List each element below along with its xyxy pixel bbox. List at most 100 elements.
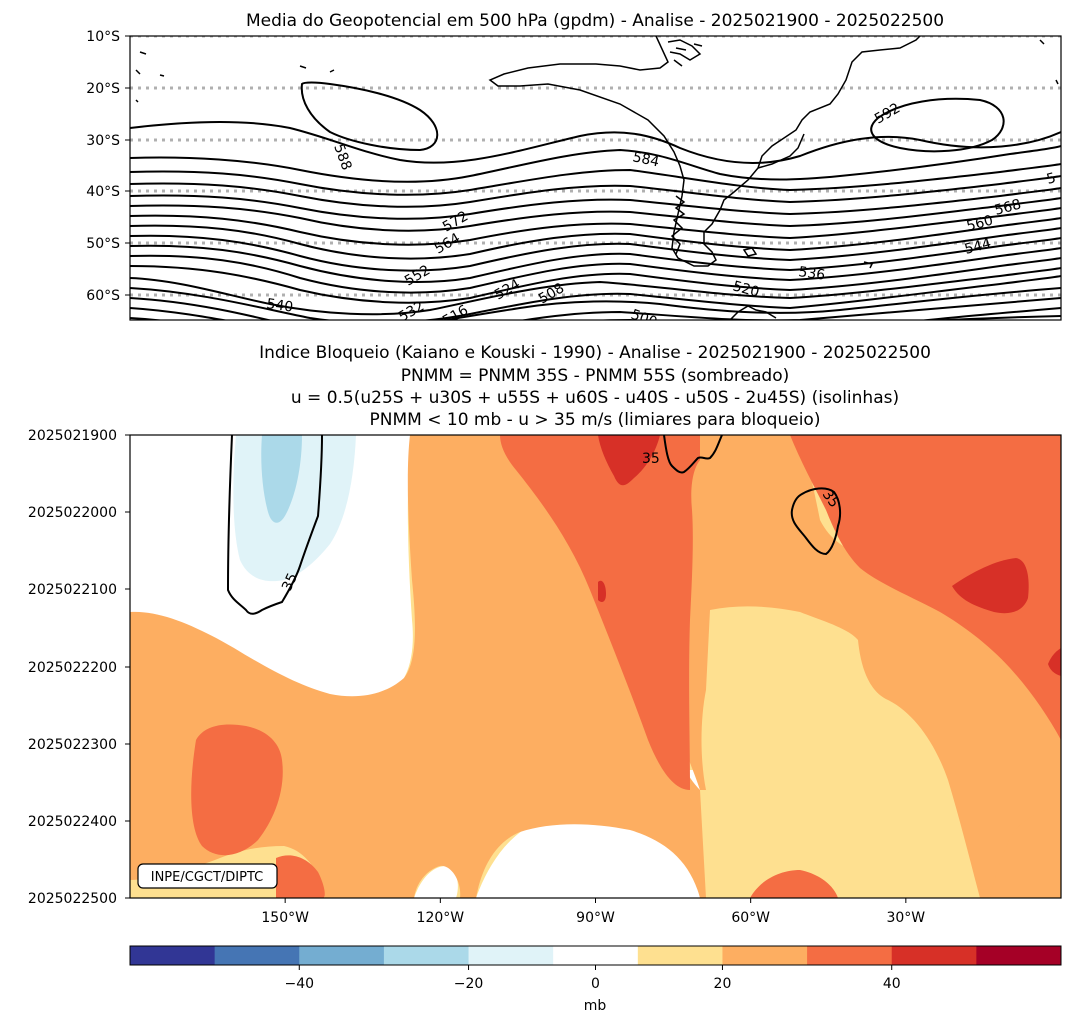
pnmm-region-40-50-east	[952, 558, 1029, 614]
pnmm-region-30-40-south-mid	[750, 870, 838, 898]
contour-520	[927, 315, 1061, 320]
contour-584	[130, 145, 1061, 183]
pnmm-region-40-50-dot	[598, 580, 606, 602]
contour-556	[130, 227, 1061, 272]
top-ytick-label: 30°S	[86, 133, 120, 149]
pnmm-region-30-40-east	[790, 435, 1061, 740]
pnmm-region-0-10-south-small	[414, 866, 458, 898]
pnmm-region-20-30-east	[990, 806, 1061, 898]
pnmm-region-40-50-north	[598, 435, 660, 486]
coastline-rio-de-la-plata	[757, 133, 805, 169]
label-540: 540	[265, 296, 294, 316]
colorbar-tick-label: 20	[714, 976, 732, 992]
contour-564	[130, 207, 1061, 246]
pnmm-region-0-10-south	[476, 819, 700, 898]
colorbar-segment	[130, 946, 216, 965]
pnmm-region-30-40-southwest	[191, 724, 283, 856]
coastline-south-america	[488, 36, 921, 267]
pnmm-region-40-50-east-edge	[1048, 648, 1061, 676]
pnmm-region-30-40-central	[500, 435, 700, 790]
label-560: 560	[965, 212, 995, 234]
coastline-falklands	[742, 247, 758, 257]
credit-box-frame	[137, 863, 278, 889]
bottom-ytick-label: 2025022200	[28, 660, 117, 676]
u-label-35-north: 35	[642, 451, 660, 467]
colorbar-tick-label: −40	[284, 976, 314, 992]
colorbar-tick-label: −20	[454, 976, 484, 992]
coastline-caribbean-islands	[673, 43, 703, 67]
contour-536	[130, 275, 1061, 320]
credit-text: INPE/CGCT/DIPTC	[151, 870, 263, 885]
colorbar-segments	[130, 946, 1062, 965]
contour-524	[130, 307, 1061, 320]
contour-592-high-east	[870, 97, 1005, 153]
bottom-ytick-label: 2025022400	[28, 814, 117, 830]
label-568: 568	[993, 196, 1023, 218]
top-ytick-label: 40°S	[86, 184, 120, 200]
top-ytick-label: 50°S	[86, 236, 120, 252]
bottom-xtick-label: 30°W	[886, 910, 925, 926]
geopotential-panel: Media do Geopotencial em 500 hPa (gpdm) …	[86, 11, 1062, 321]
bottom-xtick-label: 90°W	[576, 910, 615, 926]
contour-532	[130, 287, 1061, 320]
colorbar-segment	[468, 946, 554, 965]
bottom-x-axis: 150°W 120°W 90°W 60°W 30°W	[261, 898, 925, 926]
colorbar-segment	[891, 946, 977, 965]
geopotential-contours	[130, 81, 1061, 320]
bottom-xtick-label: 60°W	[731, 910, 770, 926]
colorbar-segment	[722, 946, 808, 965]
contour-548	[130, 247, 1061, 294]
credit-box: INPE/CGCT/DIPTC	[137, 863, 278, 889]
u-label-35-west: 35	[279, 571, 301, 594]
label-520: 520	[731, 278, 761, 300]
contour-588-low-west	[300, 81, 439, 152]
colorbar: −40 −20 0 20 40 mb	[129, 945, 1062, 1014]
label-536: 536	[797, 264, 826, 284]
contour-572	[130, 187, 1061, 220]
colorbar-segment	[214, 946, 300, 965]
contour-540	[130, 267, 1061, 316]
top-ytick-label: 20°S	[86, 81, 120, 97]
coastline-central-america	[667, 39, 702, 61]
bottom-y-axis: 2025021900 2025022000 2025022100 2025022…	[28, 428, 130, 907]
bottom-ytick-label: 2025022000	[28, 505, 117, 521]
bottom-xtick-label: 120°W	[417, 910, 465, 926]
colorbar-segment	[807, 946, 893, 965]
colorbar-label: mb	[584, 998, 607, 1014]
colorbar-segment	[553, 946, 639, 965]
bottom-ytick-label: 2025022100	[28, 582, 117, 598]
colorbar-tick-label: 0	[591, 976, 600, 992]
bottom-title-line-2: PNMM = PNMM 35S - PNMM 55S (sombreado)	[401, 366, 790, 386]
blocking-index-panel: Indice Bloqueio (Kaiano e Kouski - 1990)…	[28, 343, 1062, 926]
coastline-tristan-da-cunha	[1039, 39, 1059, 85]
contour-580	[130, 163, 1061, 196]
u-isoline-east	[790, 487, 842, 556]
colorbar-segment	[383, 946, 470, 965]
u-isoline-west	[226, 435, 323, 615]
colorbar-ticks: −40 −20 0 20 40	[284, 965, 901, 992]
top-y-axis: 10°S 20°S 30°S 40°S 50°S 60°S	[86, 29, 130, 304]
top-plot-frame	[129, 35, 1062, 321]
bottom-title-line-4: PNMM < 10 mb - u > 35 m/s (limiares para…	[370, 410, 821, 430]
top-ytick-label: 10°S	[86, 29, 120, 45]
contour-560	[130, 217, 1061, 260]
pnmm-region-minus20-minus30	[261, 435, 302, 523]
contour-544	[130, 257, 1061, 304]
bottom-ytick-label: 2025022300	[28, 737, 117, 753]
contour-588-main	[130, 120, 1061, 164]
contour-568	[130, 197, 1061, 232]
coastline-pacific-islands	[135, 51, 335, 103]
bottom-title-line-3: u = 0.5(u25S + u30S + u55S + u60S - u40S…	[291, 388, 899, 408]
label-584: 584	[631, 149, 661, 170]
u-isolines	[226, 435, 842, 615]
bottom-title-line-1: Indice Bloqueio (Kaiano e Kouski - 1990)…	[259, 343, 931, 363]
label-5-edge: 5	[1045, 170, 1058, 188]
bottom-ytick-label: 2025021900	[28, 428, 117, 444]
u-isoline-north	[663, 435, 723, 474]
bottom-xtick-label: 150°W	[261, 910, 309, 926]
contour-576	[130, 175, 1061, 208]
colorbar-tick-label: 40	[883, 976, 901, 992]
coastlines	[135, 36, 1059, 320]
colorbar-segment	[299, 946, 385, 965]
